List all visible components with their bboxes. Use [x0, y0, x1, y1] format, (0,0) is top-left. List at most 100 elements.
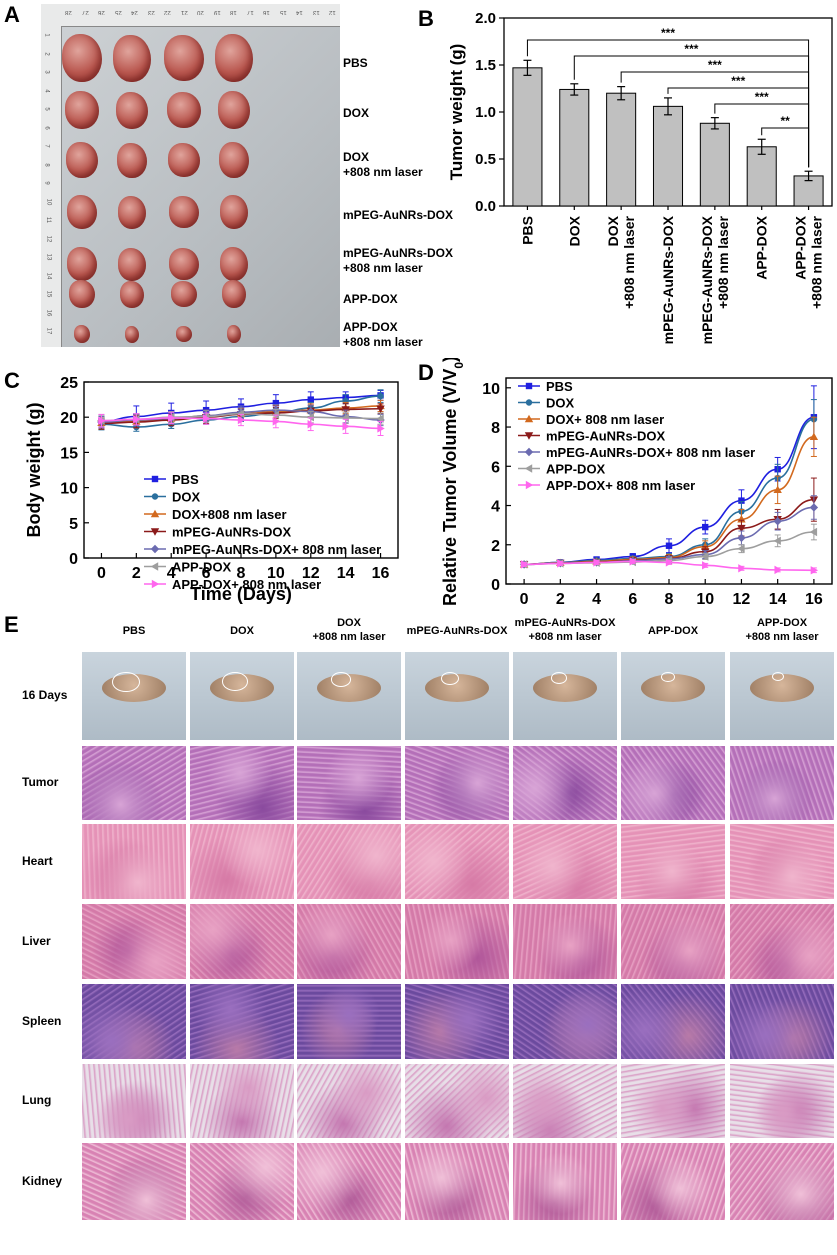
tumor-specimen [222, 280, 246, 308]
y-tick-label: 4 [491, 499, 500, 516]
tumor-specimen [117, 142, 147, 178]
legend-label: PBS [546, 379, 573, 394]
tumor-specimen [118, 247, 146, 281]
data-point [133, 415, 141, 424]
ruler-top-number: 20 [197, 9, 204, 15]
histology-image [730, 746, 834, 820]
ruler-top-number: 19 [213, 9, 221, 15]
y-tick-label: 8 [491, 420, 500, 437]
x-tick-label: 16 [372, 565, 390, 582]
histology-image [190, 746, 294, 820]
histology-column-label: APP-DOX [647, 625, 699, 637]
histology-row-label: Liver [22, 933, 51, 948]
tumor-circle-marker [772, 672, 784, 681]
data-point [809, 527, 818, 537]
data-point [377, 424, 385, 433]
ruler-top-number: 18 [230, 9, 237, 15]
x-category-label: +808 nm laser [621, 215, 637, 309]
histology-image [621, 904, 725, 979]
x-category-label: mPEG-AuNRs-DOX [699, 215, 715, 344]
ruler-left-number: 2 [43, 51, 50, 56]
histology-image [621, 1143, 725, 1220]
mouse-photo [513, 652, 617, 740]
histology-row-label: Spleen [22, 1013, 62, 1028]
legend: PBS DOX DOX+808 nm laser mPEG-AuNRs-DOX mPEG… [144, 472, 381, 592]
histology-column-label: APP-DOX +808 nm laser [745, 617, 819, 643]
tumor-specimen [116, 91, 148, 129]
y-tick-label: 0 [491, 577, 500, 594]
data-point [524, 414, 534, 423]
histology-image [730, 904, 834, 979]
legend-label: DOX [546, 396, 575, 411]
data-point [809, 503, 819, 512]
data-point [737, 524, 746, 533]
data-point [151, 475, 159, 483]
histology-image [297, 746, 401, 820]
data-point [377, 392, 384, 400]
tumor-specimen [169, 248, 199, 280]
histology-image [513, 904, 617, 979]
x-tick-label: 14 [769, 591, 787, 608]
histology-image [405, 984, 509, 1059]
panel-letter-d: D [418, 360, 434, 385]
x-tick-label: 10 [696, 591, 714, 608]
data-point [810, 566, 819, 575]
ruler-top-number: 22 [164, 9, 171, 15]
histology-row-label: Lung [22, 1093, 52, 1107]
data-point [237, 415, 246, 425]
tumor-specimen [220, 195, 248, 229]
data-point [236, 409, 245, 418]
x-tick-label: 0 [520, 591, 529, 608]
data-point [738, 564, 746, 573]
tumor-specimen [167, 92, 201, 128]
significance-bracket [761, 127, 810, 168]
tumor-circle-marker [441, 672, 459, 686]
tumor-specimen [67, 247, 97, 281]
x-tick-label: 14 [337, 565, 355, 582]
legend-label: mPEG-AuNRs-DOX [172, 525, 292, 540]
ruler-left-number: 15 [45, 290, 52, 298]
x-category-label: DOX [605, 215, 621, 246]
tumor-circle-marker [222, 672, 248, 691]
panel-letter-a: A [4, 2, 20, 27]
tumor-specimen [227, 325, 241, 343]
y-tick-label: 10 [482, 381, 500, 398]
data-point [809, 432, 819, 441]
ruler-left-number: 1 [43, 33, 50, 37]
histology-image [190, 824, 294, 899]
data-point [737, 533, 746, 543]
data-point [665, 542, 673, 549]
tumor-weight-bar-chart: 0.0 0.5 1.0 1.5 2.0 Tumor weight (g) PBS DOX DOX… [447, 10, 833, 344]
x-tick-label: 2 [132, 565, 141, 582]
significance-label: *** [731, 74, 745, 88]
ruler-top-number: 28 [65, 9, 72, 15]
data-point [306, 413, 314, 422]
panel-a-group-label: DOX +808 nm laser [343, 150, 423, 179]
data-point [376, 405, 385, 413]
data-point [272, 417, 281, 426]
data-point [557, 559, 565, 568]
y-tick-label: 6 [491, 459, 500, 476]
histology-row-label: 16 Days [22, 688, 68, 702]
tumor-specimen [220, 247, 248, 281]
legend-label: DOX+808 nm laser [172, 507, 287, 522]
x-tick-label: 16 [805, 591, 823, 608]
x-axis-label: Time (Days) [190, 584, 292, 604]
histology-image [513, 984, 617, 1059]
bar [746, 146, 777, 207]
tumor-circle-marker [331, 672, 351, 687]
panel-a-group-label: mPEG-AuNRs-DOX +808 nm laser [343, 246, 454, 275]
significance-label: *** [684, 42, 698, 56]
histology-image [82, 904, 186, 979]
y-axis-label: Body weight (g) [24, 403, 44, 538]
ruler-left-number: 16 [45, 309, 52, 316]
y-tick-label: 1.5 [475, 57, 496, 74]
x-category-label: +808 nm laser [715, 215, 731, 309]
histology-image [513, 1143, 617, 1220]
histology-image [405, 1064, 509, 1138]
histology-image [297, 1064, 401, 1138]
data-point [307, 396, 314, 403]
ruler-top-number: 23 [147, 9, 155, 15]
bar [699, 122, 730, 207]
ruler-top-number: 12 [329, 9, 336, 15]
